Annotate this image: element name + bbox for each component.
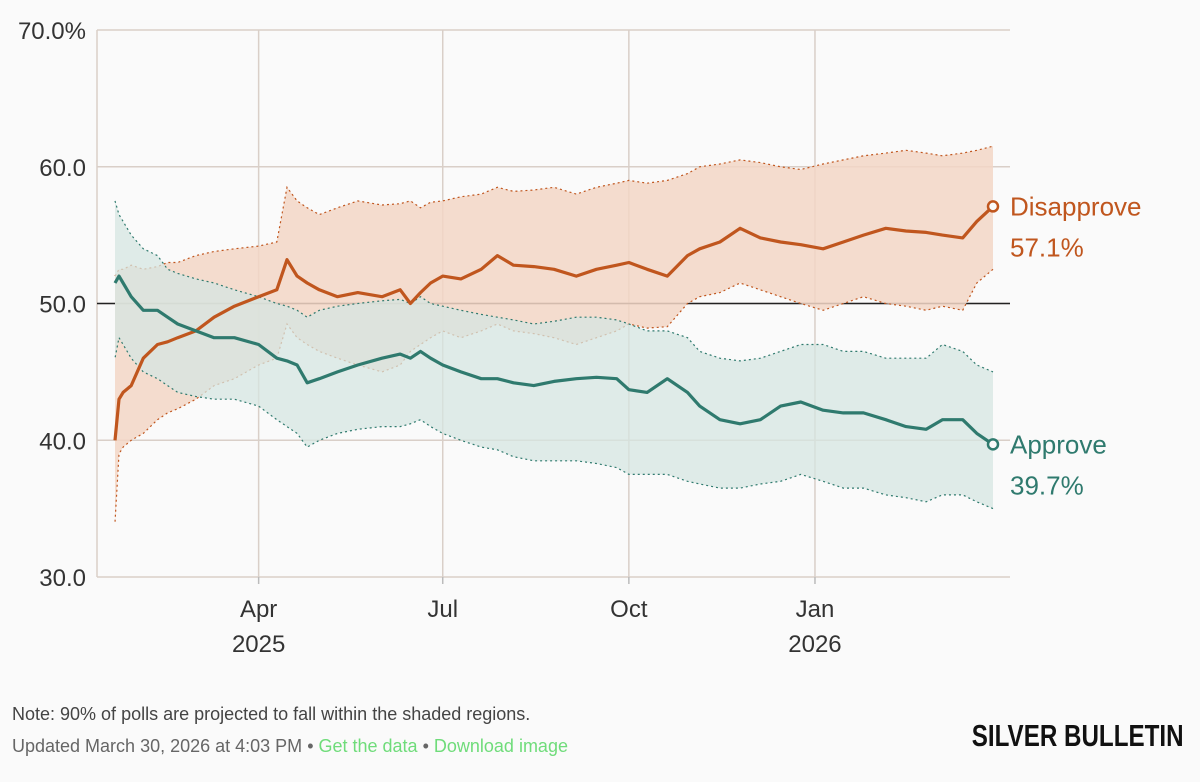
download-image-link[interactable]: Download image	[433, 736, 568, 756]
confidence-band-approve	[115, 200, 993, 509]
end-labels: Disapprove 57.1% Approve 39.7%	[1010, 191, 1142, 500]
band-upper-approve	[114, 200, 994, 373]
x-tick-label: Oct	[610, 596, 648, 623]
separator: •	[417, 736, 434, 756]
series-line-disapprove	[113, 205, 995, 441]
approval-chart: 70.0% 60.0 50.0 40.0 30.0 Apr 2025 Jul Oct Jan 20…	[18, 18, 1142, 658]
brand-logo: SILVER BULLETIN	[972, 718, 1184, 753]
series-value-disapprove: 57.1%	[1010, 232, 1084, 262]
x-axis: Apr 2025 Jul Oct Jan 2026	[232, 596, 842, 658]
series-label-disapprove: Disapprove	[1010, 191, 1142, 221]
series-line-approve	[113, 274, 994, 446]
y-tick-label: 40.0	[39, 428, 86, 455]
y-axis: 70.0% 60.0 50.0 40.0 30.0	[18, 18, 86, 592]
x-tick-label: Jul	[427, 596, 458, 623]
y-tick-label: 30.0	[39, 565, 86, 592]
updated-timestamp: Updated March 30, 2026 at 4:03 PM	[12, 736, 303, 756]
y-tick-label: 50.0	[39, 292, 86, 319]
y-tick-label: 70.0%	[18, 18, 86, 45]
end-marker-approve	[986, 438, 1000, 451]
x-tick-label: Apr	[240, 596, 277, 623]
x-tick-label: Jan	[796, 596, 835, 623]
series-lines	[113, 200, 1000, 451]
series-label-approve: Approve	[1010, 429, 1107, 459]
x-tick-year: 2026	[788, 631, 841, 658]
updated-line: Updated March 30, 2026 at 4:03 PM • Get …	[12, 736, 568, 757]
get-data-link[interactable]: Get the data	[318, 736, 418, 756]
footnote: Note: 90% of polls are projected to fall…	[12, 704, 531, 724]
bands	[114, 145, 994, 523]
x-tick-year: 2025	[232, 631, 285, 658]
band-lower-approve	[114, 336, 994, 510]
y-tick-label: 60.0	[39, 155, 86, 182]
separator: •	[302, 736, 319, 756]
end-marker-disapprove	[986, 200, 1000, 213]
series-value-approve: 39.7%	[1010, 470, 1084, 500]
